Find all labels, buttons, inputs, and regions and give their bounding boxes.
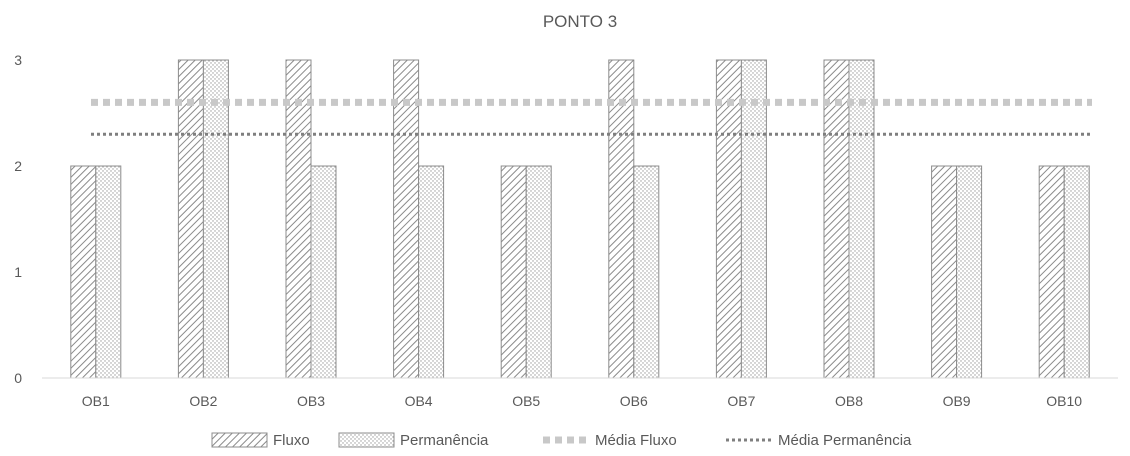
y-tick-label: 2 (14, 158, 22, 174)
bar-permanencia-ob5 (525, 165, 552, 379)
y-tick-label: 3 (14, 52, 22, 68)
legend-item-fluxo: Fluxo (211, 432, 310, 449)
bar-permanencia-ob9 (956, 165, 983, 379)
bar-permanencia-ob2 (202, 59, 229, 379)
legend-label: Permanência (400, 432, 489, 449)
legend-label: Média Permanência (778, 432, 912, 449)
bar-fluxo-ob9 (931, 165, 958, 379)
x-axis: OB1 OB2 OB3 OB4 OB5 OB6 OB7 OB8 OB9 OB10 (82, 393, 1083, 409)
x-tick-label: OB3 (297, 393, 325, 409)
legend-item-media-fluxo: Média Fluxo (543, 432, 677, 449)
x-tick-label: OB5 (512, 393, 540, 409)
bars-group (70, 59, 1090, 379)
legend-item-permanencia: Permanência (338, 432, 489, 449)
bar-fluxo-ob8 (823, 59, 850, 379)
x-tick-label: OB9 (943, 393, 971, 409)
legend-label: Fluxo (273, 432, 310, 449)
x-tick-label: OB1 (82, 393, 110, 409)
x-tick-label: OB2 (189, 393, 217, 409)
bar-permanencia-ob10 (1063, 165, 1090, 379)
bar-fluxo-ob10 (1038, 165, 1065, 379)
legend-swatch (211, 432, 268, 448)
legend-item-media-permanencia: Média Permanência (726, 432, 912, 449)
bar-fluxo-ob7 (715, 59, 742, 379)
bar-fluxo-ob6 (608, 59, 635, 379)
y-tick-label: 0 (14, 370, 22, 386)
bar-permanencia-ob6 (633, 165, 660, 379)
bar-fluxo-ob5 (500, 165, 527, 379)
bar-fluxo-ob4 (393, 59, 420, 379)
x-tick-label: OB7 (727, 393, 755, 409)
x-tick-label: OB10 (1046, 393, 1082, 409)
x-tick-label: OB6 (620, 393, 648, 409)
y-tick-label: 1 (14, 264, 22, 280)
bar-permanencia-ob3 (310, 165, 337, 379)
bar-permanencia-ob1 (95, 165, 122, 379)
bar-permanencia-ob8 (848, 59, 875, 379)
legend-swatch (338, 432, 395, 448)
x-tick-label: OB4 (405, 393, 433, 409)
bar-fluxo-ob2 (177, 59, 204, 379)
reference-lines (91, 98, 1092, 136)
legend-label: Média Fluxo (595, 432, 677, 449)
bar-fluxo-ob1 (70, 165, 97, 379)
y-axis: 0 1 2 3 (14, 52, 22, 386)
bar-permanencia-ob4 (418, 165, 445, 379)
bar-fluxo-ob3 (285, 59, 312, 379)
bar-permanencia-ob7 (740, 59, 767, 379)
chart-title: PONTO 3 (543, 12, 617, 31)
x-tick-label: OB8 (835, 393, 863, 409)
legend: Fluxo Permanência Média Fluxo Média Permanê… (211, 432, 912, 449)
